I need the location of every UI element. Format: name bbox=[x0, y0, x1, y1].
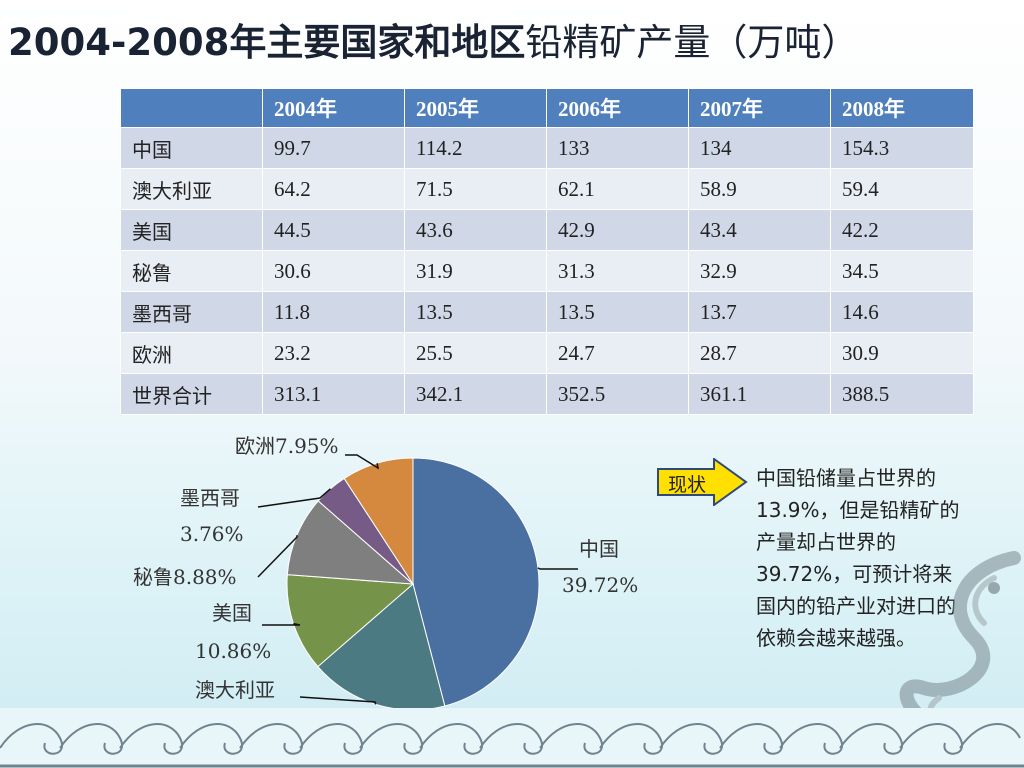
table-cell: 24.7 bbox=[546, 332, 689, 374]
table-row: 澳大利亚 64.2 71.5 62.1 58.9 59.4 bbox=[120, 168, 974, 210]
leader-line-3 bbox=[257, 535, 298, 578]
table-cell: 361.1 bbox=[688, 373, 831, 415]
status-callout: 现状 bbox=[657, 458, 749, 506]
slice-name-percent-label: 秘鲁8.88% bbox=[133, 565, 237, 589]
table-cell: 11.8 bbox=[262, 291, 405, 333]
table-cell: 114.2 bbox=[404, 127, 547, 169]
table-cell: 14.6 bbox=[830, 291, 974, 333]
header-cell bbox=[120, 88, 263, 128]
table-row: 欧洲 23.2 25.5 24.7 28.7 30.9 bbox=[120, 332, 974, 374]
table-cell: 71.5 bbox=[404, 168, 547, 210]
slice-name-label: 墨西哥 bbox=[180, 486, 240, 510]
table-cell: 30.6 bbox=[262, 250, 405, 292]
table-row: 秘鲁 30.6 31.9 31.3 32.9 34.5 bbox=[120, 250, 974, 292]
callout-text: 中国铅储量占世界的13.9%，但是铅精矿的产量却占世界的39.72%，可预计将来… bbox=[756, 466, 960, 650]
table-cell: 13.7 bbox=[688, 291, 831, 333]
table-cell: 23.2 bbox=[262, 332, 405, 374]
table-cell: 31.3 bbox=[546, 250, 689, 292]
slice-name-label: 中国 bbox=[579, 537, 619, 561]
slice-name-percent-label: 欧洲7.95% bbox=[235, 434, 339, 458]
table-cell: 43.4 bbox=[688, 209, 831, 251]
table-cell: 28.7 bbox=[688, 332, 831, 374]
row-label: 墨西哥 bbox=[120, 291, 263, 333]
slice-percent-label: 39.72% bbox=[562, 573, 638, 597]
header-cell: 2005年 bbox=[404, 88, 547, 128]
table-cell: 64.2 bbox=[262, 168, 405, 210]
table-cell: 42.2 bbox=[830, 209, 974, 251]
pie-slice-5 bbox=[343, 457, 414, 586]
table-cell: 59.4 bbox=[830, 168, 974, 210]
table-cell: 134 bbox=[688, 127, 831, 169]
table-cell: 154.3 bbox=[830, 127, 974, 169]
table-cell: 58.9 bbox=[688, 168, 831, 210]
leader-line-2 bbox=[262, 622, 301, 626]
table-cell: 388.5 bbox=[830, 373, 974, 415]
header-cell: 2006年 bbox=[546, 88, 689, 128]
row-label: 美国 bbox=[120, 209, 263, 251]
table-cell: 32.9 bbox=[688, 250, 831, 292]
table-cell: 133 bbox=[546, 127, 689, 169]
table-header-row: 2004年 2005年 2006年 2007年 2008年 bbox=[120, 88, 974, 128]
slice-name-label: 美国 bbox=[212, 601, 252, 625]
table-cell: 99.7 bbox=[262, 127, 405, 169]
title-normal-part: 铅精矿产量（万吨） bbox=[525, 21, 859, 64]
row-label: 世界合计 bbox=[120, 373, 263, 415]
table-cell: 62.1 bbox=[546, 168, 689, 210]
row-label: 秘鲁 bbox=[120, 250, 263, 292]
table-cell: 30.9 bbox=[830, 332, 974, 374]
right-arrow-icon: 现状 bbox=[657, 458, 749, 506]
arrow-label: 现状 bbox=[668, 474, 707, 496]
table-cell: 25.5 bbox=[404, 332, 547, 374]
table-row: 美国 44.5 43.6 42.9 43.4 42.2 bbox=[120, 209, 974, 251]
table-cell: 43.6 bbox=[404, 209, 547, 251]
header-cell: 2008年 bbox=[830, 88, 974, 128]
table-row: 世界合计 313.1 342.1 352.5 361.1 388.5 bbox=[120, 373, 974, 415]
table-row: 墨西哥 11.8 13.5 13.5 13.7 14.6 bbox=[120, 291, 974, 333]
row-label: 欧洲 bbox=[120, 332, 263, 374]
table-cell: 31.9 bbox=[404, 250, 547, 292]
leader-line-4 bbox=[257, 488, 331, 508]
table-cell: 352.5 bbox=[546, 373, 689, 415]
header-cell: 2007年 bbox=[688, 88, 831, 128]
pie-slice-0 bbox=[412, 457, 540, 707]
page-title: 2004-2008年主要国家和地区铅精矿产量（万吨） bbox=[8, 12, 858, 66]
slice-percent-label: 10.86% bbox=[195, 639, 271, 663]
wave-border-decoration bbox=[0, 708, 1024, 768]
pie-chart: 中国39.72%澳大利亚15.29%美国10.86%秘鲁8.88%墨西哥3.76… bbox=[133, 434, 638, 735]
table-cell: 342.1 bbox=[404, 373, 547, 415]
row-label: 中国 bbox=[120, 127, 263, 169]
slice-name-label: 澳大利亚 bbox=[195, 678, 275, 702]
production-table: 2004年 2005年 2006年 2007年 2008年 中国 99.7 11… bbox=[120, 88, 974, 415]
table-cell: 44.5 bbox=[262, 209, 405, 251]
slice-percent-label: 3.76% bbox=[180, 522, 244, 546]
table-cell: 13.5 bbox=[546, 291, 689, 333]
leader-line-5 bbox=[345, 454, 380, 470]
table-cell: 34.5 bbox=[830, 250, 974, 292]
table-cell: 42.9 bbox=[546, 209, 689, 251]
row-label: 澳大利亚 bbox=[120, 168, 263, 210]
header-cell: 2004年 bbox=[262, 88, 405, 128]
table-cell: 13.5 bbox=[404, 291, 547, 333]
table-row: 中国 99.7 114.2 133 134 154.3 bbox=[120, 127, 974, 169]
leader-line-1 bbox=[299, 696, 377, 705]
table-cell: 313.1 bbox=[262, 373, 405, 415]
title-bold-part: 2004-2008年主要国家和地区 bbox=[8, 21, 526, 64]
leader-line-0 bbox=[537, 567, 578, 570]
